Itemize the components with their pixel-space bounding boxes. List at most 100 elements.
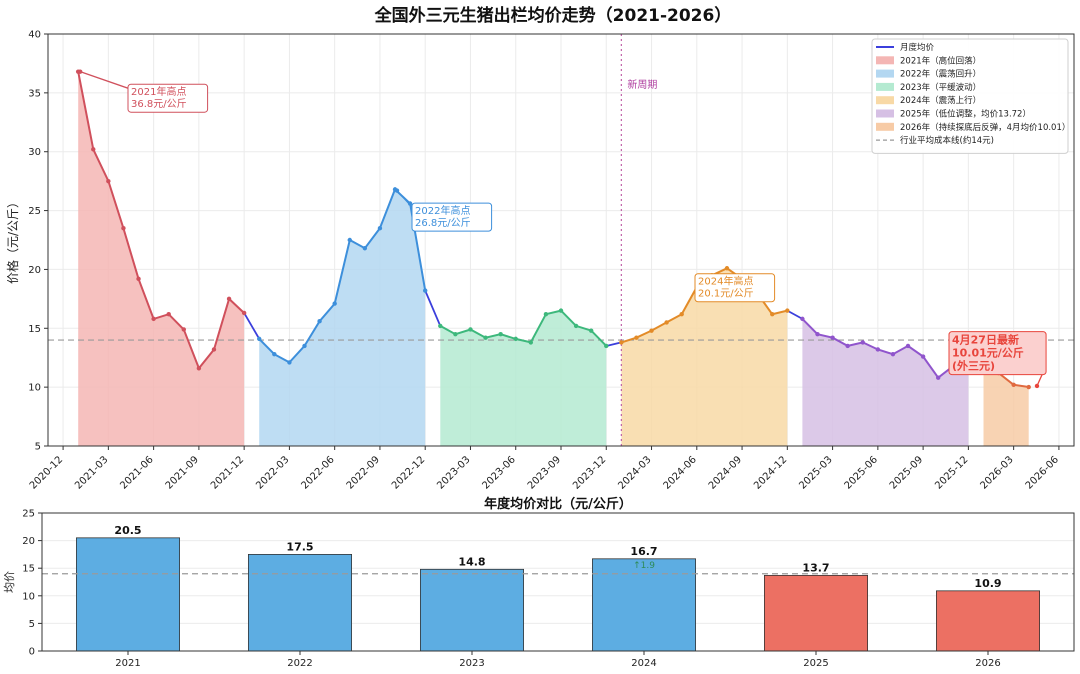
- legend-label: 行业平均成本线(约14元): [900, 135, 994, 146]
- x-tick-label: 2024-03: [616, 454, 653, 491]
- bar-value-label: 16.7: [630, 545, 657, 558]
- bar-y-tick-label: 25: [22, 509, 35, 520]
- data-point: [890, 351, 896, 357]
- y-tick-label: 20: [28, 265, 41, 276]
- data-point: [604, 343, 609, 349]
- connector-line: [424, 290, 442, 327]
- legend-fill-swatch: [876, 96, 894, 105]
- x-tick-label: 2025-09: [888, 454, 925, 491]
- annotation-text: (外三元): [952, 359, 995, 373]
- bar-value-label: 20.5: [114, 524, 141, 537]
- area-2024: [621, 268, 788, 446]
- annotation-text: 20.1元/公斤: [698, 288, 754, 300]
- data-point: [905, 343, 911, 349]
- data-point: [770, 311, 775, 317]
- x-tick-label: 2024-06: [662, 454, 699, 491]
- data-point: [498, 331, 503, 337]
- y-tick-label: 40: [28, 30, 41, 41]
- data-point: [181, 327, 186, 332]
- y-tick-label: 25: [28, 206, 41, 217]
- data-point: [377, 226, 383, 231]
- data-point: [136, 276, 141, 282]
- bar: [76, 537, 180, 652]
- bar-y-axis-label: 均价: [3, 571, 16, 593]
- data-point: [257, 336, 262, 342]
- data-point: [1011, 382, 1016, 387]
- series-line-2023: [439, 309, 608, 347]
- y-tick-label: 5: [35, 442, 41, 453]
- x-tick-label: 2022-12: [390, 454, 427, 491]
- legend-label: 2024年（震荡上行）: [900, 95, 981, 106]
- x-tick-label: 2025-06: [843, 454, 880, 491]
- annotation-box: [694, 273, 776, 303]
- x-tick-label: 2023-09: [526, 454, 563, 491]
- y-tick-label: 30: [28, 147, 41, 158]
- bar-value-label: 14.8: [458, 555, 485, 568]
- chart-title: 全国外三元生猪出栏均价走势（2021-2026）: [374, 5, 732, 26]
- data-point: [317, 319, 322, 324]
- area-2025: [802, 318, 969, 446]
- annotation-box: [411, 202, 493, 232]
- bar-y-tick-label: 10: [22, 591, 35, 602]
- data-point: [513, 336, 518, 342]
- area-2022: [259, 189, 426, 446]
- annual-average-chart: 年度均价对比（元/公斤） 20.5 2021 17.5 2022 14.8 2023 16.7…: [3, 496, 1075, 669]
- legend-fill-swatch: [876, 82, 894, 91]
- annotation-text: 10.01元/公斤: [952, 346, 1024, 360]
- data-point: [287, 360, 292, 365]
- bar-x-label: 2023: [459, 658, 484, 669]
- annotation-text: 4月27日最新: [952, 333, 1019, 347]
- bar-plot-frame: [41, 512, 1075, 652]
- data-point: [664, 320, 669, 325]
- annotation-text: 2021年高点: [131, 85, 186, 98]
- data-point: [106, 178, 111, 184]
- bar: [419, 568, 524, 652]
- bar-change-label: ↑1.9: [633, 561, 655, 571]
- legend-label: 2021年（高位回落）: [900, 55, 981, 66]
- connector-line: [786, 309, 803, 320]
- data-point: [453, 331, 458, 337]
- data-point: [166, 311, 171, 317]
- data-point: [815, 331, 820, 337]
- legend-fill-swatch: [876, 122, 894, 131]
- bar-y-tick-label: 5: [29, 619, 35, 630]
- legend-label: 2022年（震荡回升）: [900, 69, 981, 80]
- bar-x-label: 2022: [287, 658, 312, 669]
- y-tick-label: 15: [28, 324, 41, 335]
- data-point: [483, 335, 488, 340]
- legend-label: 2026年（持续探底后反弹，4月均价10.01）: [900, 122, 1070, 133]
- bar-x-label: 2024: [631, 658, 656, 669]
- x-tick-label: 2026-06: [1024, 454, 1061, 491]
- data-point: [528, 340, 534, 345]
- data-point: [151, 316, 156, 322]
- annotation-box: [948, 331, 1047, 376]
- annotation-arrow: [79, 71, 129, 89]
- data-point: [860, 340, 865, 345]
- x-tick-label: 2020-12: [28, 454, 65, 491]
- bar: [247, 554, 352, 652]
- data-point: [634, 335, 639, 340]
- data-point: [558, 308, 564, 313]
- data-point: [543, 311, 549, 317]
- legend-fill-swatch: [876, 56, 894, 65]
- x-tick-label: 2024-09: [707, 454, 744, 491]
- bar-value-label: 10.9: [974, 577, 1001, 590]
- data-point: [830, 335, 835, 340]
- x-tick-label: 2023-03: [435, 454, 472, 491]
- data-point: [362, 246, 368, 251]
- data-point: [468, 327, 473, 332]
- x-tick-label: 2023-12: [571, 454, 608, 491]
- connector-line: [606, 341, 622, 347]
- data-point: [679, 311, 684, 317]
- data-point: [196, 366, 202, 371]
- series-line-2021: [77, 71, 245, 371]
- data-point: [920, 354, 926, 359]
- bar: [592, 558, 697, 652]
- data-point: [226, 296, 232, 302]
- data-point: [936, 375, 941, 380]
- bar-chart-title: 年度均价对比（元/公斤）: [484, 496, 632, 512]
- data-point: [573, 323, 579, 329]
- y-tick-label: 35: [28, 88, 41, 99]
- bar-x-label: 2025: [803, 658, 828, 669]
